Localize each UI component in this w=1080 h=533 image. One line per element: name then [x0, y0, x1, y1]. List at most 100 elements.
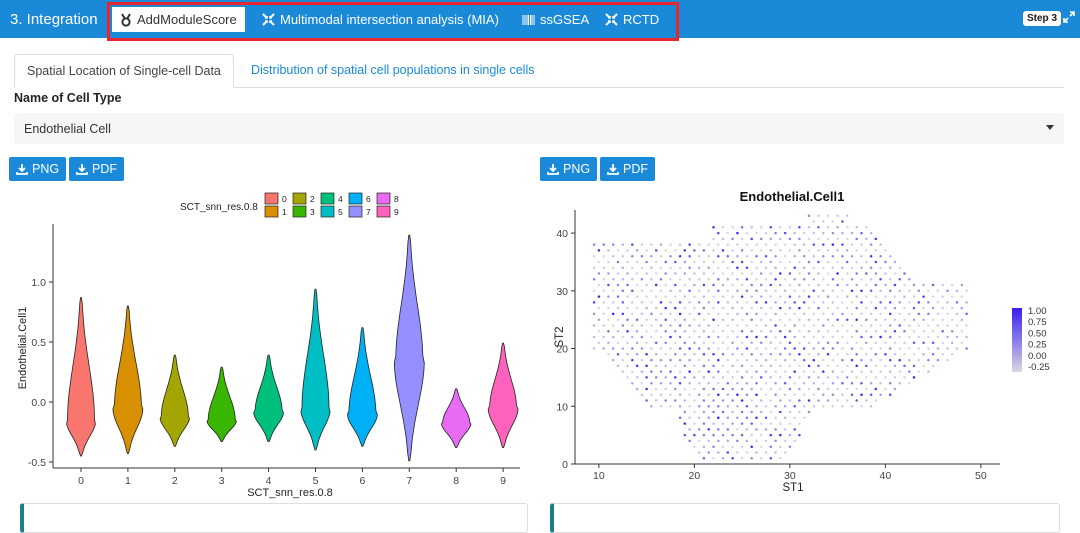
- spot: [879, 266, 882, 269]
- spot: [621, 243, 625, 246]
- spot: [888, 358, 892, 362]
- spot: [707, 451, 710, 454]
- spot: [917, 324, 921, 327]
- spot: [836, 237, 839, 241]
- spot: [812, 312, 816, 316]
- download-pdf-button-left[interactable]: PDF: [69, 157, 124, 181]
- spot: [650, 405, 653, 408]
- spot: [712, 387, 715, 391]
- spot: [764, 301, 768, 304]
- spot: [802, 358, 806, 362]
- spot: [702, 283, 706, 287]
- spot: [678, 254, 682, 258]
- tab-addmodulescore[interactable]: AddModuleScore: [112, 7, 245, 32]
- spot: [869, 381, 873, 385]
- tab-ssgsea[interactable]: ssGSEA: [514, 7, 597, 32]
- spot: [635, 329, 639, 333]
- spot: [659, 358, 663, 362]
- spot: [712, 399, 715, 402]
- spot: [946, 324, 949, 327]
- spot: [683, 306, 687, 310]
- spot: [783, 358, 787, 362]
- spot: [879, 312, 882, 316]
- spot: [860, 335, 863, 339]
- x-tick-label: 5: [313, 475, 319, 487]
- tab-mia[interactable]: Multimodal intersection analysis (MIA): [254, 7, 507, 32]
- spot: [654, 353, 658, 356]
- spot: [922, 306, 925, 310]
- cell-type-select[interactable]: Endothelial Cell: [14, 113, 1064, 144]
- spot: [783, 347, 787, 350]
- spot: [745, 301, 749, 304]
- spot: [688, 278, 691, 281]
- spot: [865, 306, 868, 310]
- spot: [927, 358, 930, 362]
- spot: [592, 278, 596, 281]
- spot: [817, 226, 820, 229]
- tab-rctd[interactable]: RCTD: [597, 7, 667, 32]
- legend-key-2: [292, 192, 307, 205]
- spot: [755, 428, 758, 431]
- expand-icon[interactable]: [1062, 10, 1076, 24]
- spot: [884, 364, 887, 368]
- spot: [650, 381, 653, 385]
- x-axis-label: SCT_snn_res.0.8: [247, 487, 333, 499]
- download-png-button-left[interactable]: PNG: [9, 157, 67, 181]
- spot: [769, 272, 773, 275]
- spot: [817, 237, 820, 241]
- subtab-distribution[interactable]: Distribution of spatial cell populations…: [239, 54, 546, 88]
- spot: [688, 301, 691, 304]
- download-png-button-right[interactable]: PNG: [540, 157, 598, 181]
- spot: [693, 306, 696, 310]
- spot: [836, 341, 839, 345]
- spot: [683, 295, 687, 298]
- spot: [654, 364, 658, 368]
- spot: [779, 329, 782, 333]
- spot: [783, 335, 787, 339]
- arrows-collapse-icon: [605, 13, 618, 26]
- spot: [869, 335, 873, 339]
- spot: [674, 295, 677, 298]
- spot: [664, 272, 667, 275]
- spot: [812, 393, 816, 396]
- spot: [874, 341, 878, 345]
- spot: [774, 405, 777, 408]
- x-tick-label: 20: [689, 470, 701, 482]
- spot: [654, 272, 658, 275]
- spot: [855, 399, 858, 402]
- download-pdf-button-right[interactable]: PDF: [600, 157, 655, 181]
- spot: [793, 358, 796, 362]
- spot: [750, 422, 753, 425]
- spot: [750, 364, 753, 368]
- spot: [779, 318, 782, 321]
- spot: [788, 399, 792, 402]
- spot: [822, 358, 825, 362]
- spot: [664, 283, 667, 287]
- violin-5: [300, 288, 331, 451]
- spot: [884, 260, 887, 264]
- spot: [674, 364, 677, 368]
- spot: [769, 433, 773, 437]
- spot: [931, 353, 935, 356]
- spot: [965, 312, 968, 316]
- spot: [865, 364, 868, 368]
- spot: [769, 410, 773, 414]
- spot: [812, 324, 816, 327]
- spot: [750, 260, 753, 264]
- spot: [831, 335, 835, 339]
- spot: [922, 341, 925, 345]
- subtab-spatial-location[interactable]: Spatial Location of Single-cell Data: [14, 54, 234, 88]
- spot: [678, 243, 682, 246]
- spot: [869, 231, 873, 235]
- spot: [669, 335, 672, 339]
- spot: [898, 347, 901, 350]
- spot: [674, 387, 677, 391]
- legend-key-9: [376, 205, 391, 218]
- spot: [931, 329, 935, 333]
- spot: [898, 370, 901, 373]
- spot: [607, 272, 610, 275]
- spot: [750, 318, 753, 321]
- spot: [826, 283, 830, 287]
- spot: [779, 433, 782, 437]
- spot: [831, 231, 835, 235]
